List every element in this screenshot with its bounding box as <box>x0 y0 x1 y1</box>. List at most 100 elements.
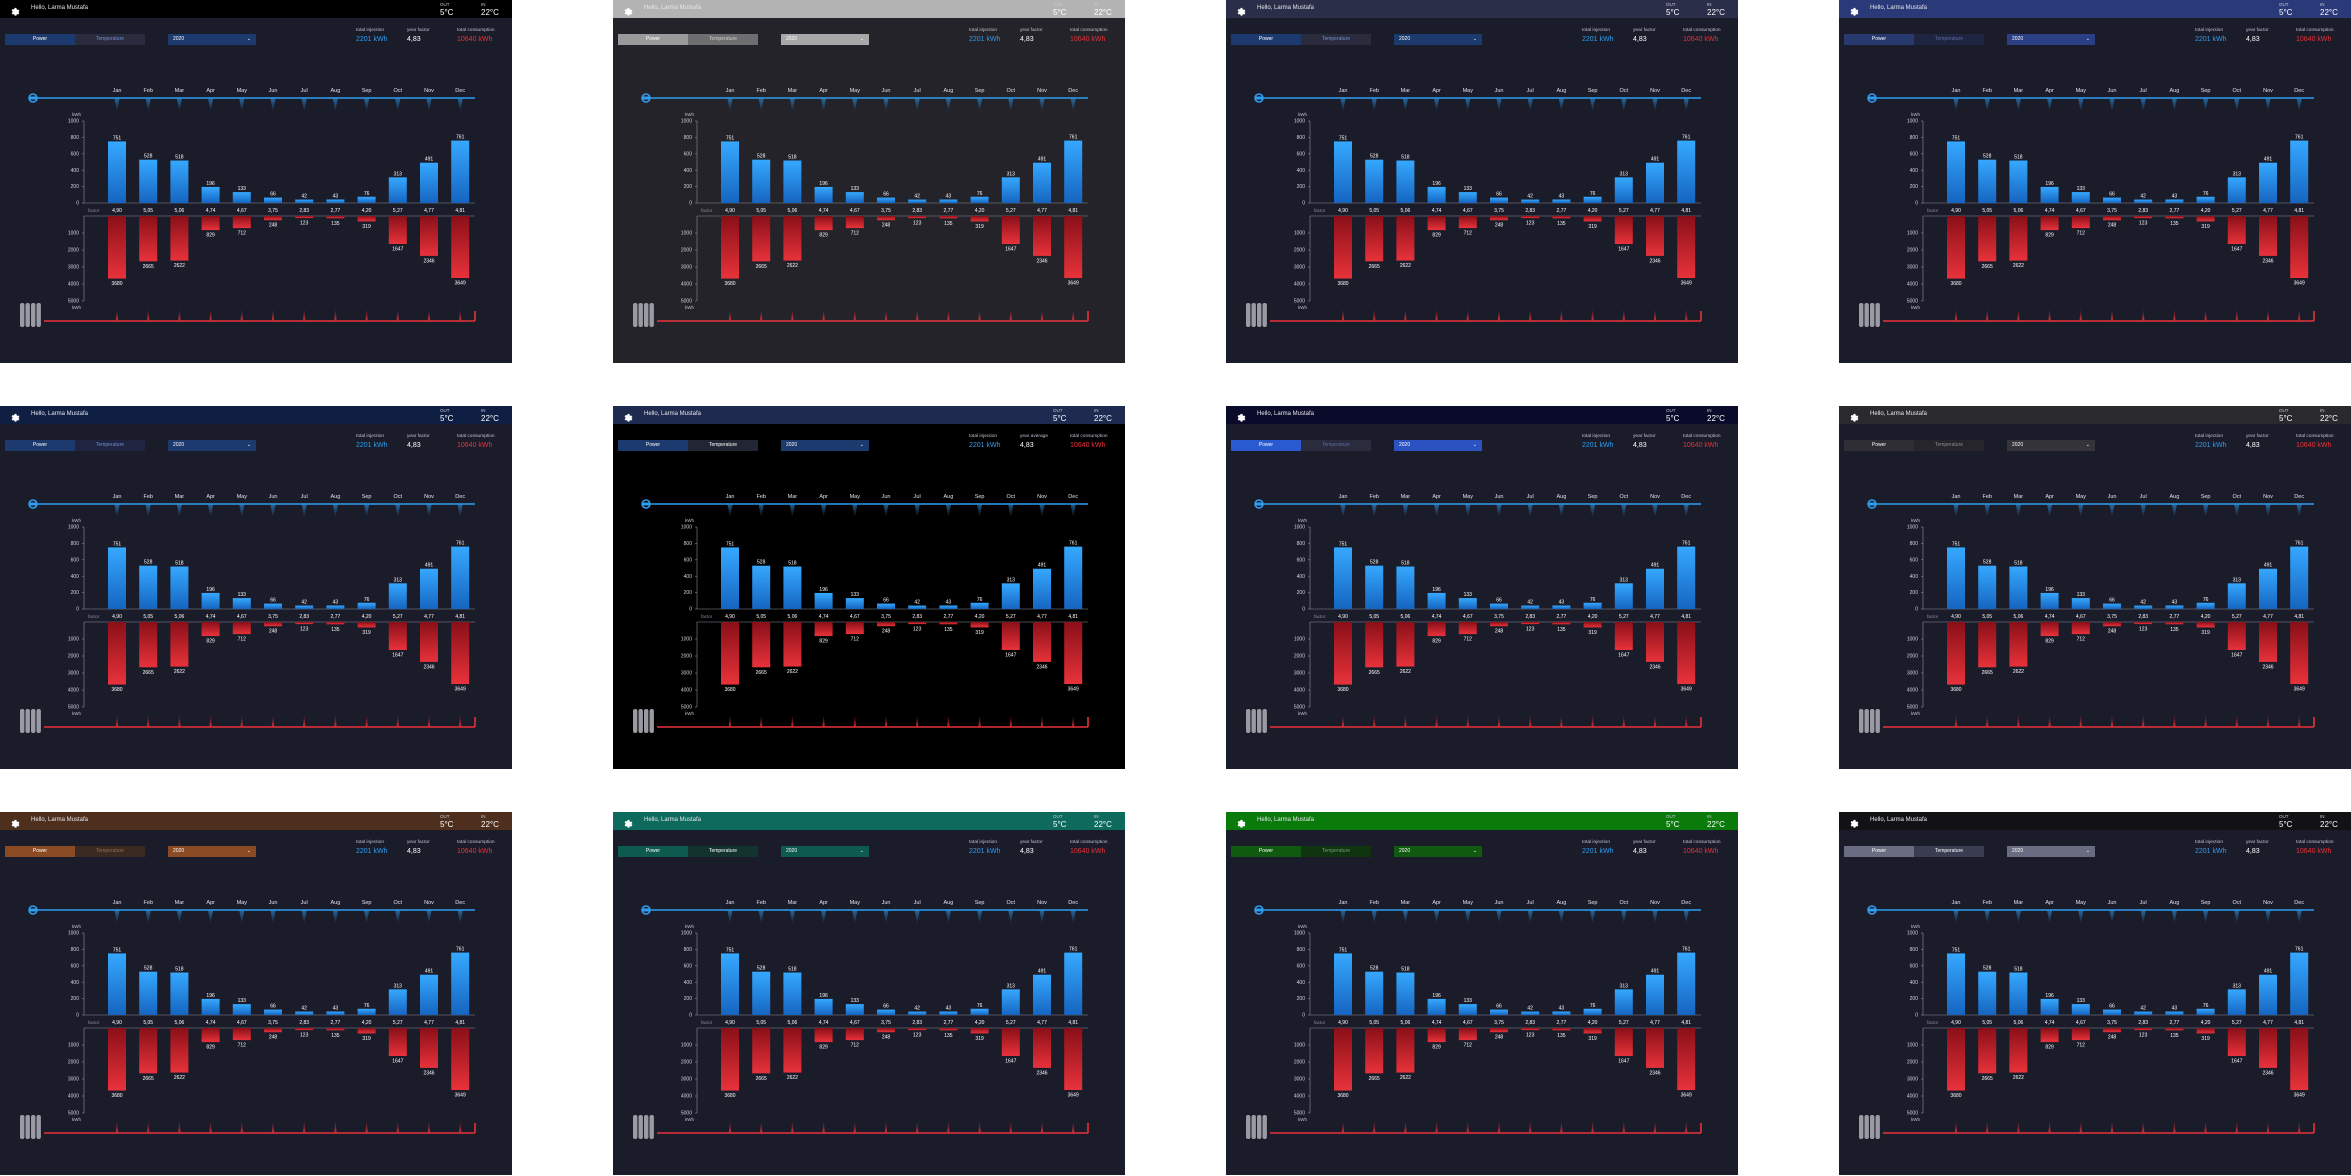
consumption-bar[interactable] <box>232 216 251 229</box>
injection-bar[interactable] <box>2009 566 2028 609</box>
injection-bar[interactable] <box>845 1004 864 1015</box>
tab-temperature[interactable]: Temperature <box>1934 848 1964 854</box>
consumption-bar[interactable] <box>388 1028 407 1056</box>
injection-bar[interactable] <box>752 159 771 203</box>
settings-gear-icon[interactable] <box>1236 816 1247 828</box>
injection-bar[interactable] <box>2165 1011 2184 1015</box>
settings-gear-icon[interactable] <box>623 4 634 16</box>
consumption-bar[interactable] <box>1521 622 1540 625</box>
tab-power[interactable]: Power <box>5 34 75 45</box>
injection-bar[interactable] <box>939 605 958 609</box>
consumption-bar[interactable] <box>1033 1028 1051 1068</box>
consumption-bar[interactable] <box>357 216 376 222</box>
consumption-bar[interactable] <box>2259 1028 2277 1068</box>
consumption-bar[interactable] <box>201 622 220 637</box>
injection-bar[interactable] <box>1677 546 1696 609</box>
consumption-bar[interactable] <box>1001 622 1020 650</box>
injection-bar[interactable] <box>1583 602 1602 609</box>
consumption-bar[interactable] <box>2134 216 2153 219</box>
injection-bar[interactable] <box>2196 602 2215 609</box>
consumption-bar[interactable] <box>108 216 126 279</box>
settings-gear-icon[interactable] <box>1849 816 1860 828</box>
consumption-bar[interactable] <box>1646 1028 1664 1068</box>
consumption-bar[interactable] <box>908 216 927 219</box>
consumption-bar[interactable] <box>1521 1028 1540 1031</box>
tab-power[interactable]: Power <box>5 440 75 451</box>
injection-bar[interactable] <box>1396 566 1415 609</box>
injection-bar[interactable] <box>388 583 407 609</box>
consumption-bar[interactable] <box>1365 622 1384 668</box>
consumption-bar[interactable] <box>1490 216 1508 221</box>
injection-bar[interactable] <box>908 199 927 203</box>
injection-bar[interactable] <box>326 199 345 203</box>
injection-bar[interactable] <box>2040 592 2059 609</box>
consumption-bar[interactable] <box>1490 1028 1508 1033</box>
injection-bar[interactable] <box>752 565 771 609</box>
consumption-bar[interactable] <box>2103 216 2121 221</box>
consumption-bar[interactable] <box>451 1028 470 1091</box>
consumption-bar[interactable] <box>201 1028 220 1043</box>
injection-bar[interactable] <box>295 1011 314 1015</box>
tab-temperature[interactable]: Temperature <box>95 36 125 42</box>
consumption-bar[interactable] <box>1033 216 1051 256</box>
consumption-bar[interactable] <box>357 622 376 628</box>
injection-bar[interactable] <box>1521 199 1540 203</box>
tab-temperature[interactable]: Temperature <box>1321 442 1351 448</box>
injection-bar[interactable] <box>1064 952 1083 1015</box>
injection-bar[interactable] <box>2071 1004 2090 1015</box>
consumption-bar[interactable] <box>1677 1028 1696 1091</box>
tab-temperature[interactable]: Temperature <box>1321 36 1351 42</box>
consumption-bar[interactable] <box>2227 216 2246 244</box>
consumption-bar[interactable] <box>2134 622 2153 625</box>
injection-bar[interactable] <box>1001 583 1020 609</box>
tab-power[interactable]: Power <box>618 440 688 451</box>
injection-bar[interactable] <box>388 989 407 1015</box>
consumption-bar[interactable] <box>2040 1028 2059 1043</box>
consumption-bar[interactable] <box>139 216 158 262</box>
consumption-bar[interactable] <box>357 1028 376 1034</box>
consumption-bar[interactable] <box>2196 622 2215 628</box>
injection-bar[interactable] <box>2259 974 2277 1015</box>
injection-bar[interactable] <box>1677 140 1696 203</box>
year-select[interactable]: 2020 ⌄ <box>781 34 869 45</box>
injection-bar[interactable] <box>1427 186 1446 203</box>
consumption-bar[interactable] <box>939 216 958 219</box>
injection-bar[interactable] <box>1646 568 1664 609</box>
injection-bar[interactable] <box>814 998 833 1015</box>
injection-bar[interactable] <box>1490 197 1508 203</box>
injection-bar[interactable] <box>2071 598 2090 609</box>
consumption-bar[interactable] <box>326 622 345 625</box>
consumption-bar[interactable] <box>388 622 407 650</box>
injection-bar[interactable] <box>1427 592 1446 609</box>
injection-bar[interactable] <box>2290 952 2309 1015</box>
consumption-bar[interactable] <box>2227 1028 2246 1056</box>
year-select[interactable]: 2020 ⌄ <box>168 34 256 45</box>
tab-power[interactable]: Power <box>1844 34 1914 45</box>
consumption-bar[interactable] <box>451 216 470 279</box>
consumption-bar[interactable] <box>1334 216 1352 279</box>
settings-gear-icon[interactable] <box>623 816 634 828</box>
injection-bar[interactable] <box>2259 568 2277 609</box>
injection-bar[interactable] <box>1064 546 1083 609</box>
tab-temperature[interactable]: Temperature <box>708 442 738 448</box>
consumption-bar[interactable] <box>1001 216 1020 244</box>
injection-bar[interactable] <box>1947 953 1965 1015</box>
injection-bar[interactable] <box>877 1009 895 1015</box>
injection-bar[interactable] <box>295 605 314 609</box>
settings-gear-icon[interactable] <box>1849 4 1860 16</box>
injection-bar[interactable] <box>420 974 438 1015</box>
injection-bar[interactable] <box>2196 196 2215 203</box>
injection-bar[interactable] <box>201 186 220 203</box>
injection-bar[interactable] <box>420 568 438 609</box>
injection-bar[interactable] <box>752 971 771 1015</box>
consumption-bar[interactable] <box>451 622 470 685</box>
consumption-bar[interactable] <box>1334 622 1352 685</box>
injection-bar[interactable] <box>264 1009 282 1015</box>
consumption-bar[interactable] <box>232 1028 251 1041</box>
consumption-bar[interactable] <box>1552 216 1571 219</box>
injection-bar[interactable] <box>201 592 220 609</box>
injection-bar[interactable] <box>1365 971 1384 1015</box>
injection-bar[interactable] <box>2009 160 2028 203</box>
consumption-bar[interactable] <box>1334 1028 1352 1091</box>
injection-bar[interactable] <box>2009 972 2028 1015</box>
